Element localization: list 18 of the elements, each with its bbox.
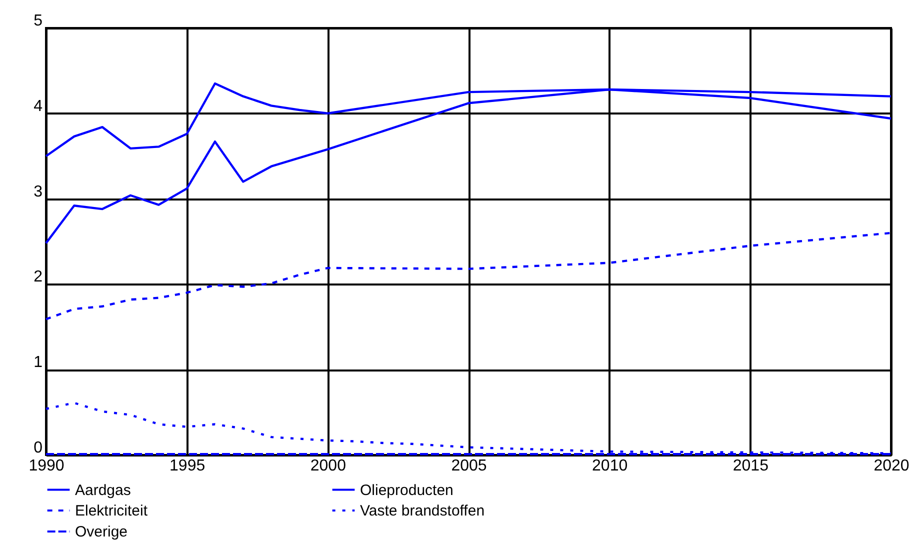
x-tick-label: 2015	[732, 458, 769, 474]
x-tick-label: 1990	[28, 458, 64, 474]
x-tick-label: 2000	[310, 458, 346, 474]
y-tick-label: 2	[34, 268, 43, 286]
x-tick-label: 2020	[874, 458, 910, 474]
y-tick-label: 0	[34, 440, 43, 456]
legend-label: Overige	[75, 524, 128, 540]
x-tick-label: 1995	[170, 458, 206, 474]
legend-label: Elektriciteit	[75, 502, 148, 520]
y-tick-label: 5	[34, 12, 43, 30]
legend-label: Vaste brandstoffen	[360, 502, 485, 520]
y-tick-label: 1	[34, 354, 43, 372]
y-tick-label: 4	[34, 98, 43, 115]
legend-label: Aardgas	[75, 482, 131, 499]
x-tick-label: 2010	[592, 458, 628, 474]
y-tick-label: 3	[34, 183, 43, 200]
legend-label: Olieproducten	[360, 482, 454, 499]
x-tick-label: 2005	[451, 458, 487, 474]
